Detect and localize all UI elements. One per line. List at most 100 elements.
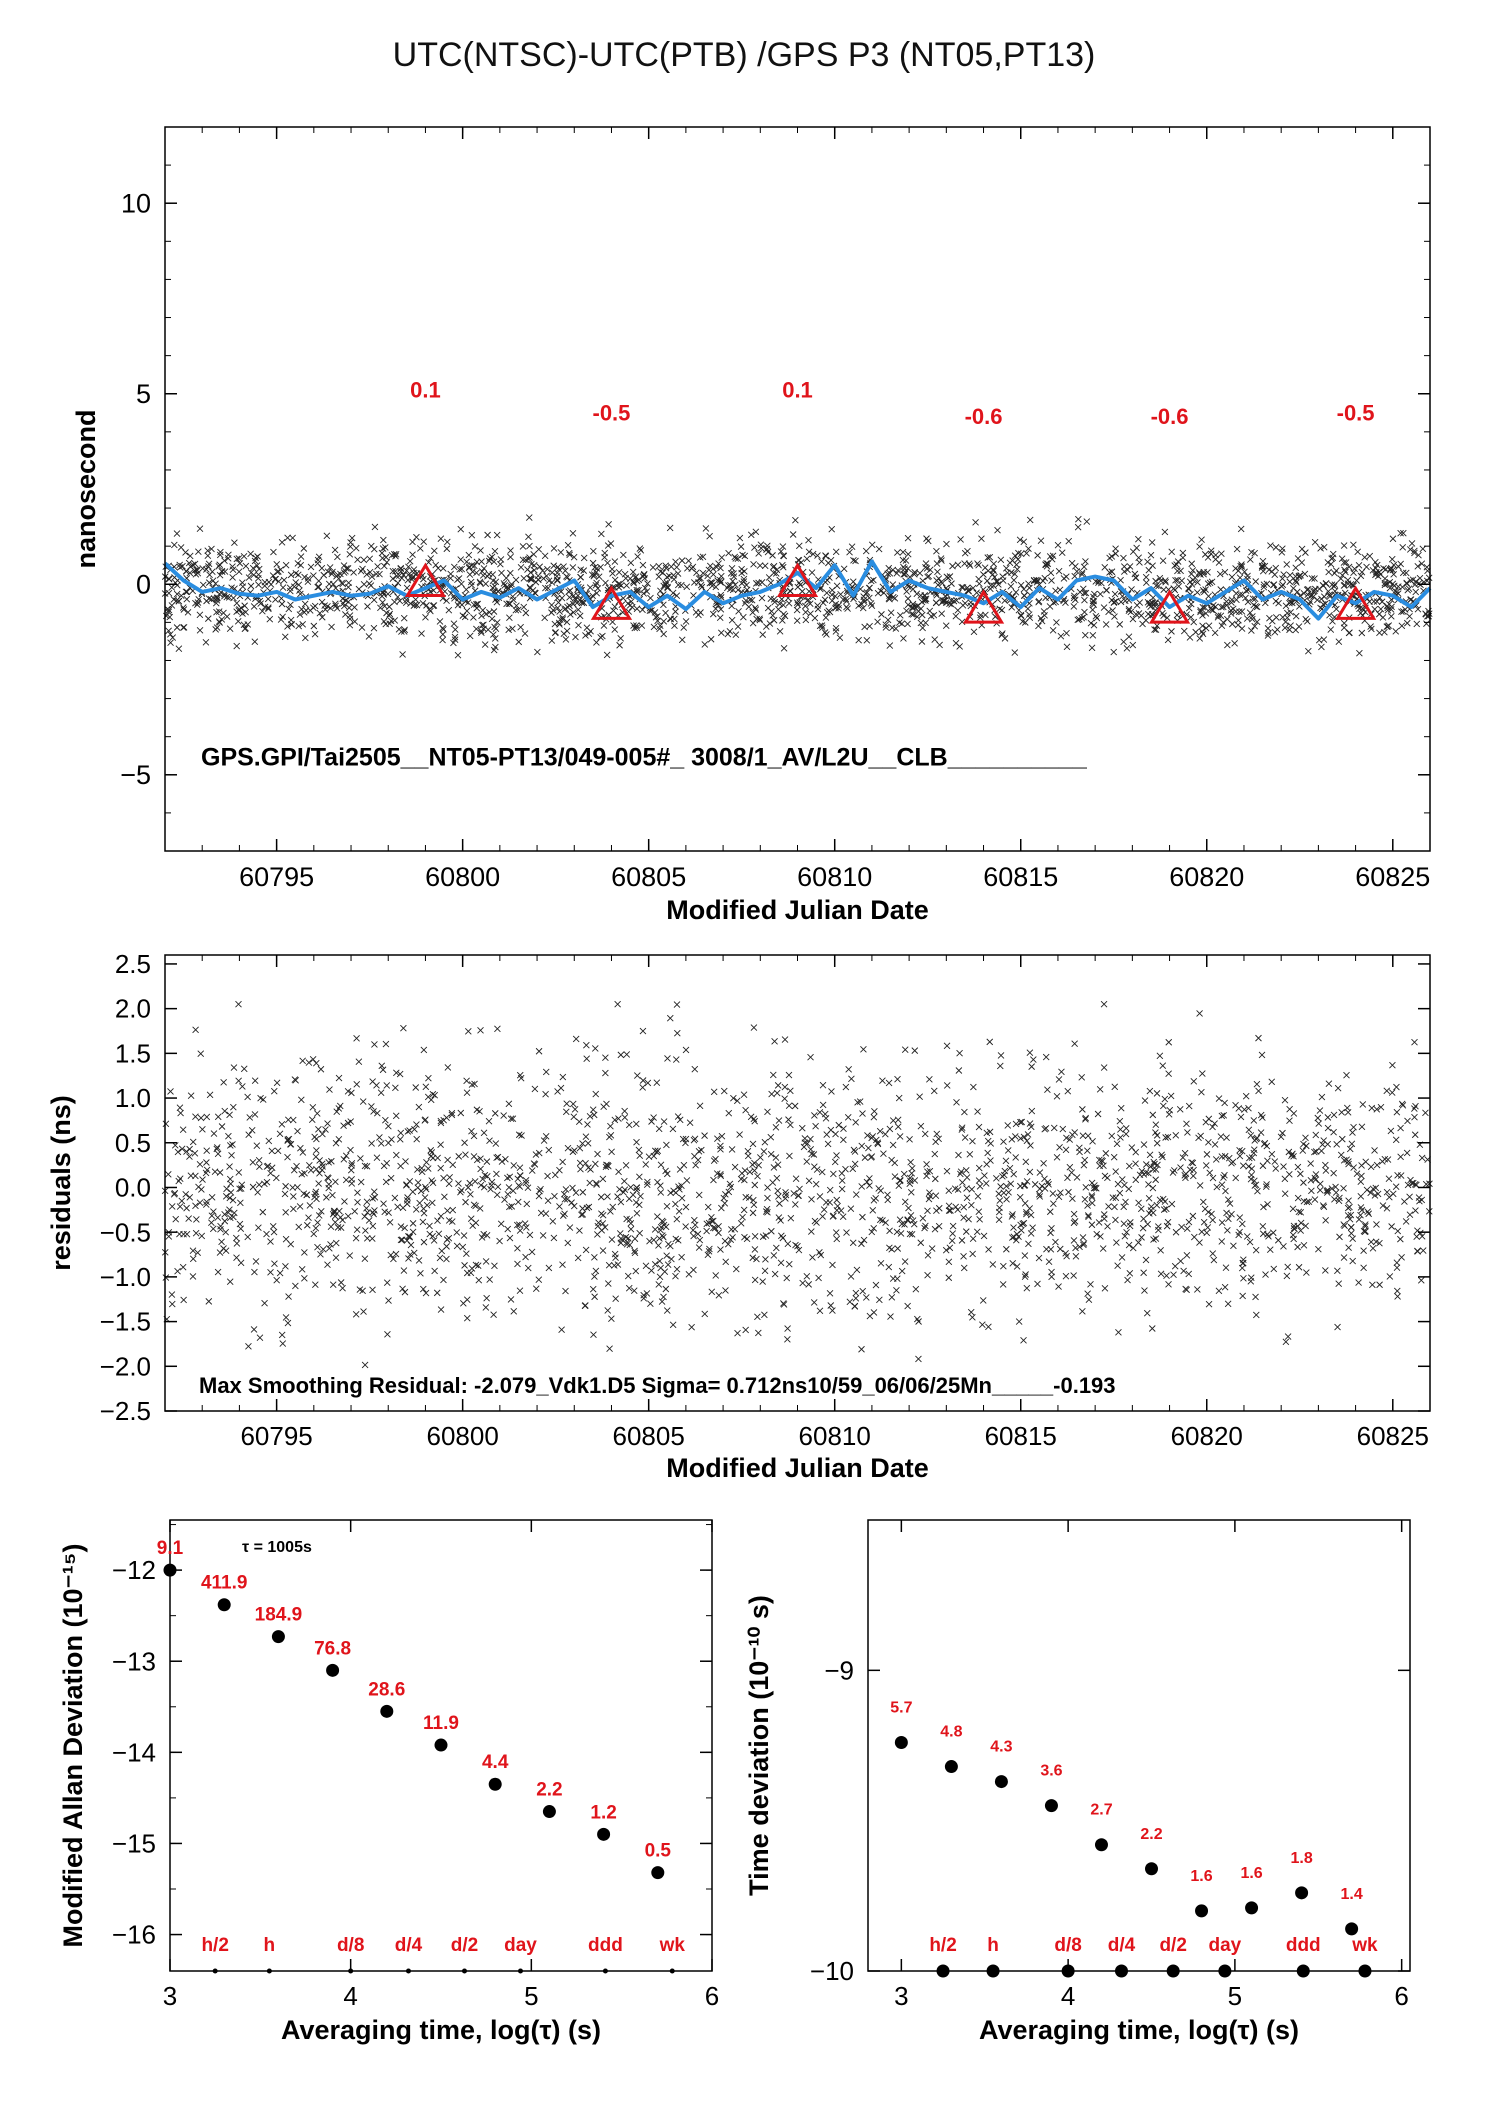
data-point-cross (794, 1192, 802, 1200)
data-point-cross (1073, 568, 1081, 575)
data-point-cross (571, 1106, 579, 1113)
data-point-cross (1267, 542, 1274, 549)
data-point-cross (567, 611, 574, 618)
data-point-cross (1353, 577, 1360, 584)
data-point-cross (1334, 1323, 1341, 1331)
data-point-cross (1172, 1132, 1180, 1139)
data-point-cross (620, 551, 627, 559)
data-point-cross (454, 576, 461, 584)
data-point-cross (1361, 1228, 1369, 1236)
data-point-cross (1126, 1269, 1134, 1277)
data-point-cross (266, 615, 274, 623)
data-point-cross (382, 1116, 389, 1124)
data-point-cross (1125, 1241, 1133, 1249)
data-point-cross (972, 519, 979, 526)
data-point-cross (917, 1122, 925, 1130)
data-point-cross (879, 1077, 886, 1085)
data-point-cross (1135, 554, 1142, 562)
data-point-cross (969, 1137, 976, 1145)
data-point-cross (176, 1203, 184, 1210)
data-point-cross (1378, 598, 1386, 606)
data-point-cross (709, 1217, 717, 1225)
data-point-cross (885, 1263, 893, 1271)
data-point-cross (1116, 1189, 1124, 1197)
data-point-cross (1009, 1234, 1016, 1241)
data-point-cross (1344, 1212, 1352, 1219)
data-point-cross (314, 1243, 321, 1251)
data-point-cross (1164, 1218, 1172, 1226)
data-point-cross (553, 594, 561, 602)
data-point-cross (1095, 579, 1102, 587)
data-point-cross (690, 1266, 697, 1274)
data-point-cross (1081, 589, 1088, 597)
data-point-cross (1259, 1222, 1267, 1230)
data-point-cross (594, 585, 602, 592)
data-point-cross (1388, 1223, 1395, 1230)
data-point-cross (1398, 622, 1406, 630)
data-point-cross (1252, 1246, 1260, 1254)
data-point-cross (1175, 582, 1183, 590)
data-point-cross (1303, 617, 1311, 625)
data-point-cross (984, 1149, 991, 1157)
data-point-cross (1292, 626, 1300, 634)
data-point-cross (901, 1198, 909, 1206)
data-point-cross (466, 632, 474, 640)
data-point-cross (1144, 598, 1152, 606)
data-point-cross (199, 565, 207, 572)
data-point-cross (1017, 1221, 1024, 1229)
data-point-cross (539, 1232, 547, 1239)
data-point-cross (367, 582, 375, 589)
y-tick-label: −2.0 (100, 1351, 151, 1381)
data-point-cross (189, 1138, 197, 1146)
data-point-cross (847, 1205, 855, 1213)
data-point-cross (525, 533, 532, 541)
data-point-cross (657, 568, 664, 575)
data-point-cross (805, 536, 812, 544)
data-point-cross (644, 1178, 651, 1186)
data-point-cross (1228, 573, 1236, 581)
data-point-cross (1280, 1242, 1287, 1250)
data-point-cross (1404, 1117, 1411, 1125)
data-point-cross (1128, 586, 1135, 593)
data-point-cross (761, 562, 769, 570)
data-point-cross (617, 634, 625, 642)
data-point-cross (784, 1240, 792, 1248)
data-point-cross (550, 562, 558, 570)
data-point-cross (1004, 1147, 1012, 1154)
data-point-cross (1311, 1148, 1318, 1156)
data-point-cross (467, 1191, 474, 1198)
data-point-cross (554, 577, 561, 584)
y-tick-label: 10 (121, 189, 151, 219)
data-point-cross (833, 1206, 841, 1214)
data-point-cross (329, 1281, 337, 1289)
data-point-cross (1294, 1222, 1302, 1230)
data-point-cross (1066, 1136, 1074, 1143)
data-point-cross (474, 1262, 482, 1269)
data-point-cross (1076, 1243, 1083, 1251)
data-point-cross (805, 548, 813, 556)
data-point-cross (299, 1149, 307, 1156)
data-point-cross (642, 1161, 650, 1168)
data-point-cross (1247, 1274, 1255, 1281)
data-point-cross (176, 561, 184, 569)
data-point-cross (1080, 1241, 1087, 1249)
data-point-cross (759, 631, 767, 638)
data-point-cross (1403, 619, 1411, 627)
data-point-cross (586, 1179, 594, 1187)
data-point-cross (819, 599, 827, 607)
data-point-cross (1399, 1101, 1407, 1109)
data-point-cross (548, 609, 555, 616)
data-point-cross (322, 606, 329, 613)
data-point-cross (585, 630, 593, 638)
data-point-cross (792, 516, 799, 524)
data-point-cross (1404, 586, 1412, 594)
data-point-cross (290, 1193, 297, 1200)
data-point-cross (1383, 623, 1391, 631)
data-point-cross (1324, 1187, 1332, 1194)
data-point-cross (1012, 1154, 1020, 1161)
data-point-cross (1390, 561, 1398, 569)
data-point-cross (717, 1145, 724, 1153)
data-point-cross (870, 1224, 878, 1232)
data-point-cross (633, 586, 641, 594)
triangle-label: -0.6 (965, 404, 1003, 429)
